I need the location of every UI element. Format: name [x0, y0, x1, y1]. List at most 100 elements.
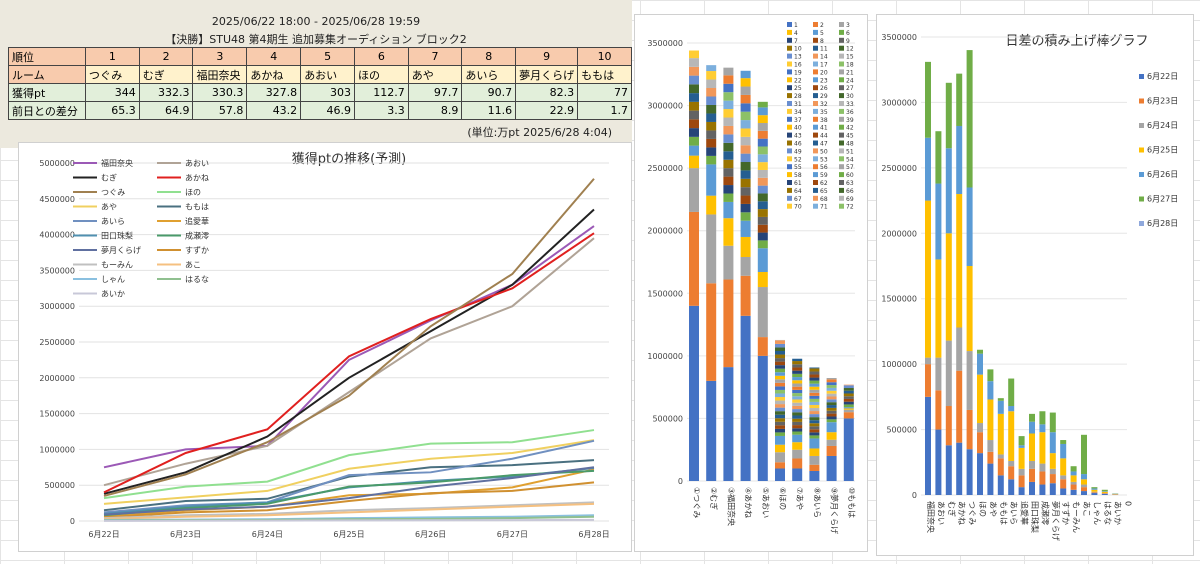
bar-segment [843, 398, 854, 402]
legend-swatch [813, 85, 818, 91]
bar-segment [987, 463, 994, 495]
row-label: ルーム [8, 65, 86, 84]
bar-segment [775, 379, 785, 383]
bar-segment [740, 86, 751, 95]
bar-segment [826, 413, 837, 417]
legend-label: 42 [846, 125, 854, 132]
bar-segment [740, 162, 751, 171]
bar-segment [775, 407, 785, 412]
x-tick-label: ほの [978, 501, 987, 517]
legend-label: 22 [794, 77, 802, 84]
bar-segment [1091, 493, 1098, 495]
bar-segment [1029, 421, 1035, 434]
bar-segment [757, 248, 768, 273]
bar-segment [809, 371, 820, 375]
legend-label: 37 [794, 117, 802, 124]
x-tick-label: あや [988, 501, 997, 517]
legend-swatch [839, 108, 844, 114]
legend-label: 41 [820, 125, 828, 132]
bar-segment [956, 73, 963, 126]
bar-segment [792, 393, 803, 397]
bar-segment [757, 224, 768, 233]
x-tick-label: もーみん [1072, 501, 1081, 533]
bar-segment [792, 402, 803, 406]
x-tick-label: むぎ [947, 501, 957, 517]
legend-label: しゃん [101, 275, 125, 284]
bar-segment [1039, 463, 1046, 472]
bar-segment [757, 287, 768, 338]
daily-diff-chart-panel: 日差の積み上げ棒グラフ 0 500000 1000000 1500000 2000000 2… [876, 14, 1194, 556]
bar-segment [740, 78, 751, 87]
bar-segment [997, 400, 1004, 414]
bar-segment [1060, 443, 1067, 459]
legend-swatch [813, 124, 818, 130]
series-line [103, 439, 595, 505]
legend-label: 52 [794, 156, 802, 163]
bar-segment [757, 169, 768, 178]
bar-segment [997, 413, 1004, 455]
x-tick-label: つぐみ [968, 501, 977, 525]
bar-segment [826, 410, 837, 414]
points-cell: 344 [84, 83, 140, 102]
bar-segment [826, 407, 837, 411]
bar-segment [1101, 489, 1108, 492]
points-cell: 97.7 [407, 83, 463, 102]
bar-segment [1039, 471, 1046, 485]
legend-swatch [839, 101, 844, 106]
legend-label: 46 [794, 141, 802, 148]
bar-segment [977, 349, 983, 354]
bar-segment [757, 193, 768, 202]
bar-segment [956, 442, 963, 495]
legend-label: 夢月くらげ [101, 245, 141, 255]
bar-segment [775, 386, 785, 390]
legend-label: 48 [846, 141, 854, 148]
legend-label: 福田奈央 [101, 158, 133, 168]
bar-segment [1101, 493, 1108, 495]
bar-segment [723, 185, 734, 194]
legend-label: 11 [820, 46, 828, 53]
bar-segment [775, 404, 785, 408]
bar-segment [1091, 489, 1098, 492]
bar-segment [740, 256, 751, 276]
legend-swatch [787, 172, 792, 178]
bar-segment [740, 170, 751, 179]
bar-segment [1029, 468, 1035, 482]
legend-swatch [813, 116, 818, 122]
bar-segment [757, 138, 768, 147]
bar-segment [792, 434, 803, 443]
bar-segment [792, 399, 803, 403]
bar-segment [792, 442, 803, 450]
bar-segment [843, 393, 854, 397]
bar-segment [706, 155, 717, 165]
x-tick-label: 6月24日 [252, 530, 283, 539]
bar-segment [706, 71, 717, 80]
series-line [103, 225, 595, 469]
legend-label: 12 [846, 46, 854, 53]
bar-segment [809, 368, 820, 372]
bar-segment [740, 145, 751, 154]
legend-swatch [787, 22, 792, 27]
series-line [103, 518, 595, 522]
bar-segment [809, 414, 820, 418]
room-cell: あかね [246, 65, 302, 84]
bar-segment [757, 216, 768, 225]
legend-label: あや [101, 203, 117, 212]
bar-segment [1060, 479, 1067, 489]
bar-segment [1091, 492, 1098, 494]
y-tick-label: 2000000 [881, 229, 917, 238]
bar-segment [740, 70, 751, 79]
bar-segment [1081, 487, 1087, 492]
bar-segment [843, 408, 854, 410]
y-tick-label: 3000000 [881, 98, 917, 107]
bar-segment [925, 357, 931, 365]
bar-segment [826, 390, 837, 394]
bar-segment [792, 415, 803, 419]
legend-swatch [787, 29, 792, 35]
legend-label: 30 [846, 93, 854, 100]
y-tick-label: 1500000 [647, 289, 683, 298]
bar-segment [792, 468, 803, 481]
row-label: 獲得pt [8, 83, 86, 102]
bar-segment [706, 147, 717, 156]
bar-segment [775, 468, 785, 481]
bar-segment [945, 233, 952, 341]
